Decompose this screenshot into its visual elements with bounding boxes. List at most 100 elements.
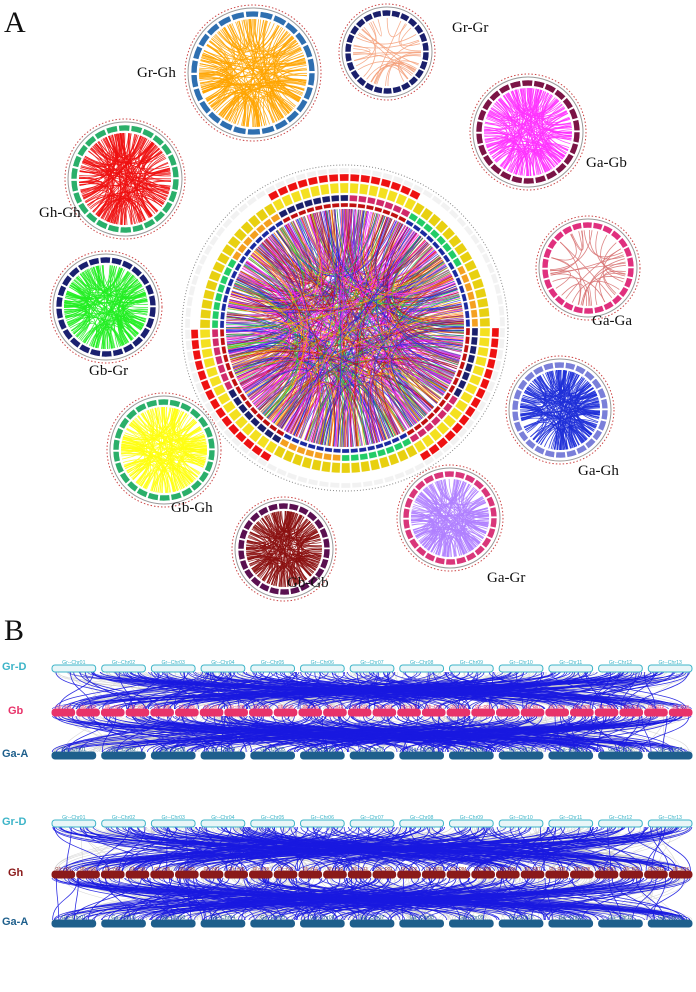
chromosome-bar — [449, 751, 494, 760]
chromosome-bar — [598, 751, 643, 760]
chromosome-bar — [647, 919, 693, 928]
chromosome-bar — [76, 870, 100, 879]
central-circos — [181, 164, 509, 492]
chromosome-label: Ga--Chr12 — [608, 747, 633, 753]
chromosome-bar — [300, 919, 345, 928]
chromosome-label: Ga--Chr07 — [360, 747, 385, 753]
chromosome-label: Ga--Chr11 — [559, 747, 583, 753]
track-label-1: Gb — [8, 705, 24, 717]
chromosome-bar — [449, 819, 494, 828]
chromosome-label: Gr--Chr05 — [261, 660, 284, 666]
track-1: Gb--A01 Gb--A02 Gb--A03 Gb--A04 Gb--A05 Gb--A… — [51, 704, 693, 717]
chromosome-bar — [51, 870, 76, 879]
ga-gh-label: Ga-Gh — [578, 463, 619, 479]
chromosome-label: Gb--A01 — [55, 704, 71, 709]
chromosome-bar — [570, 708, 594, 717]
ga-ga-circos — [535, 215, 641, 321]
chromosome-bar — [349, 751, 395, 760]
chromosome-bar — [249, 708, 273, 717]
chromosome-label: Gh--D12 — [648, 866, 665, 871]
chromosome-label: Gr--Chr06 — [311, 660, 334, 666]
chromosome-bar — [200, 751, 246, 760]
chromosome-bar — [372, 708, 397, 717]
chromosome-bar — [150, 751, 196, 760]
chromosome-label: Gh--D04 — [450, 866, 467, 871]
chromosome-bar — [175, 870, 199, 879]
gh-gh-circos — [64, 118, 186, 240]
chromosome-bar — [199, 870, 224, 879]
track-0: Gr--Chr01 Gr--Chr02 Gr--Chr03 Gr--Chr04 Gr--… — [51, 660, 693, 673]
chromosome-label: Gr--Chr03 — [162, 815, 185, 821]
chromosome-bar — [125, 708, 150, 717]
chromosome-bar — [51, 919, 97, 928]
chromosome-label: Gb--D01 — [376, 704, 393, 709]
chromosome-bar — [250, 919, 296, 928]
chromosome-label: Gr--Chr01 — [62, 660, 85, 666]
ga-gr-circos — [396, 464, 504, 572]
chromosome-label: Gb--D09 — [574, 704, 591, 709]
chromosome-bar — [100, 708, 125, 717]
chromosome-bar — [250, 664, 296, 673]
chromosome-bar — [150, 919, 196, 928]
chromosome-bar — [298, 708, 323, 717]
chromosome-bar — [619, 870, 644, 879]
chromosome-label: Ga--Chr09 — [459, 915, 484, 921]
chromosome-bar — [300, 751, 345, 760]
chromosome-bar — [548, 919, 594, 928]
chromosome-bar — [200, 664, 246, 673]
chromosome-bar — [471, 708, 495, 717]
chromosome-label: Ga--Chr08 — [409, 915, 434, 921]
track-2: Ga--Chr01 Ga--Chr02 Ga--Chr03 Ga--Chr04 Ga--… — [51, 747, 693, 760]
chromosome-label: Gb--D08 — [549, 704, 566, 709]
chromosome-bar — [496, 708, 520, 717]
gr-gr-label: Gr-Gr — [452, 20, 489, 36]
chromosome-bar — [594, 870, 619, 879]
chromosome-bar — [200, 919, 246, 928]
chromosome-bar — [570, 870, 594, 879]
chromosome-label: Ga--Chr13 — [658, 747, 683, 753]
chromosome-bar — [51, 751, 97, 760]
chromosome-bar — [199, 708, 224, 717]
synteny-links-4-5 — [51, 877, 693, 921]
chromosome-bar — [668, 708, 693, 717]
chromosome-label: Gb--A06 — [179, 704, 195, 709]
chromosome-bar — [520, 870, 545, 879]
chromosome-bar — [300, 664, 345, 673]
chromosome-label: Gr--Chr03 — [162, 660, 185, 666]
chromosome-label: Ga--Chr07 — [360, 915, 385, 921]
chromosome-bar — [668, 870, 693, 879]
ga-gr-label: Ga-Gr — [487, 570, 526, 586]
chromosome-bar — [498, 751, 544, 760]
gb-gr-label: Gb-Gr — [89, 363, 129, 379]
chromosome-label: Gr--Chr09 — [460, 660, 483, 666]
chromosome-label: Gr--Chr05 — [261, 815, 284, 821]
track-label-4: Gh — [8, 867, 24, 879]
chromosome-bar — [372, 870, 397, 879]
chromosome-label: Gh--A13 — [352, 866, 368, 871]
chromosome-label: Gh--D03 — [426, 866, 443, 871]
chromosome-label: Gh--A01 — [55, 866, 71, 871]
chromosome-label: Ga--Chr13 — [658, 915, 683, 921]
chromosome-bar — [51, 819, 97, 828]
chromosome-label: Ga--Chr01 — [62, 915, 87, 921]
chromosome-label: Ga--Chr11 — [559, 915, 583, 921]
chromosome-bar — [150, 870, 175, 879]
chromosome-label: Gb--A07 — [204, 704, 220, 709]
chromosome-label: Gh--A08 — [228, 866, 244, 871]
synteny-links-1-2 — [51, 715, 693, 753]
chromosome-label: Gb--D03 — [426, 704, 443, 709]
chromosome-bar — [397, 870, 421, 879]
chromosome-bar — [347, 708, 372, 717]
chromosome-label: Ga--Chr09 — [459, 747, 484, 753]
chromosome-label: Gb--A05 — [154, 704, 170, 709]
chromosome-label: Gh--A12 — [327, 866, 343, 871]
chromosome-bar — [545, 708, 569, 717]
chromosome-label: Gh--D13 — [673, 866, 690, 871]
chromosome-label: Gr--Chr13 — [659, 660, 682, 666]
chromosome-label: Gb--A08 — [228, 704, 244, 709]
chromosome-bar — [644, 708, 668, 717]
chromosome-bar — [647, 664, 693, 673]
chromosome-label: Gr--Chr04 — [211, 815, 234, 821]
chromosome-label: Gh--A09 — [253, 866, 269, 871]
chromosome-bar — [224, 870, 249, 879]
